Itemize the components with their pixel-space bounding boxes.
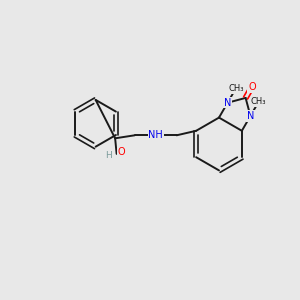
Text: O: O bbox=[117, 147, 125, 158]
Text: CH₃: CH₃ bbox=[228, 84, 244, 93]
Text: H: H bbox=[105, 151, 112, 160]
Text: NH: NH bbox=[148, 130, 163, 140]
Text: CH₃: CH₃ bbox=[251, 97, 266, 106]
Text: O: O bbox=[248, 82, 256, 92]
Text: N: N bbox=[224, 98, 231, 108]
Text: N: N bbox=[247, 111, 254, 121]
